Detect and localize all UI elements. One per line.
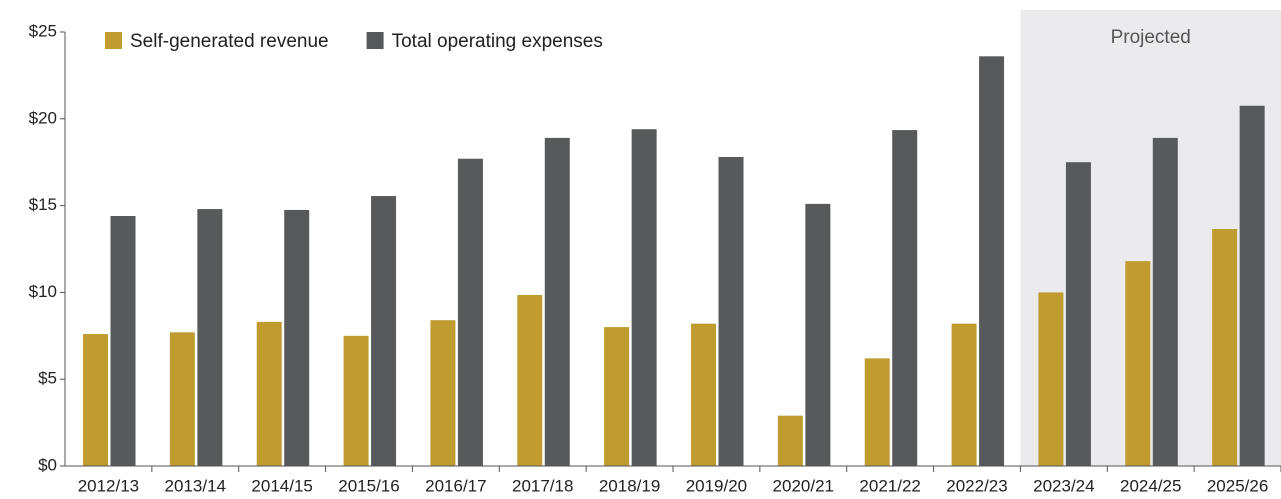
x-tick-label: 2019/20 xyxy=(686,476,747,495)
y-tick-label: $15 xyxy=(29,195,57,214)
x-tick-label: 2023/24 xyxy=(1033,476,1094,495)
bar xyxy=(343,335,369,466)
bar xyxy=(284,209,310,466)
bar xyxy=(864,358,890,466)
x-tick-label: 2022/23 xyxy=(946,476,1007,495)
bar xyxy=(256,321,282,466)
x-tick-label: 2025/26 xyxy=(1207,476,1268,495)
y-tick-label: $5 xyxy=(38,369,57,388)
x-tick-label: 2013/14 xyxy=(165,476,226,495)
x-tick-label: 2024/25 xyxy=(1120,476,1181,495)
x-tick-label: 2016/17 xyxy=(425,476,486,495)
bar xyxy=(371,196,397,466)
legend-label: Self-generated revenue xyxy=(130,31,329,52)
x-tick-label: 2017/18 xyxy=(512,476,573,495)
legend-swatch xyxy=(105,32,122,49)
y-tick-label: $20 xyxy=(29,108,57,127)
bar xyxy=(604,327,630,466)
bar xyxy=(517,295,543,466)
bar xyxy=(1152,137,1178,466)
legend-swatch xyxy=(366,32,384,49)
bar xyxy=(544,137,570,466)
bar xyxy=(718,156,744,466)
y-tick-label: $10 xyxy=(29,282,57,301)
bar xyxy=(892,130,918,467)
bar xyxy=(1125,261,1151,466)
x-tick-label: 2018/19 xyxy=(599,476,660,495)
y-tick-label: $25 xyxy=(29,21,57,40)
x-tick-label: 2020/21 xyxy=(773,476,834,495)
bar xyxy=(83,334,108,466)
bar xyxy=(1212,229,1238,466)
bar xyxy=(1038,292,1064,466)
bar xyxy=(1239,105,1265,466)
bar xyxy=(457,158,483,466)
bar xyxy=(1065,162,1091,466)
bar xyxy=(197,209,223,466)
bar xyxy=(631,129,657,466)
bar xyxy=(777,415,803,466)
legend-label: Total operating expenses xyxy=(392,31,603,52)
x-tick-label: 2014/15 xyxy=(251,476,312,495)
bar xyxy=(951,323,977,466)
y-tick-label: $0 xyxy=(38,455,57,474)
projected-region xyxy=(1020,10,1281,466)
bar xyxy=(691,323,716,466)
x-tick-label: 2012/13 xyxy=(78,476,139,495)
x-tick-label: 2015/16 xyxy=(338,476,399,495)
projected-label: Projected xyxy=(1111,27,1191,48)
x-tick-label: 2021/22 xyxy=(859,476,920,495)
bar xyxy=(169,332,195,466)
bar xyxy=(110,216,136,466)
bar xyxy=(979,56,1005,466)
bar xyxy=(805,203,831,466)
bar xyxy=(430,320,456,466)
